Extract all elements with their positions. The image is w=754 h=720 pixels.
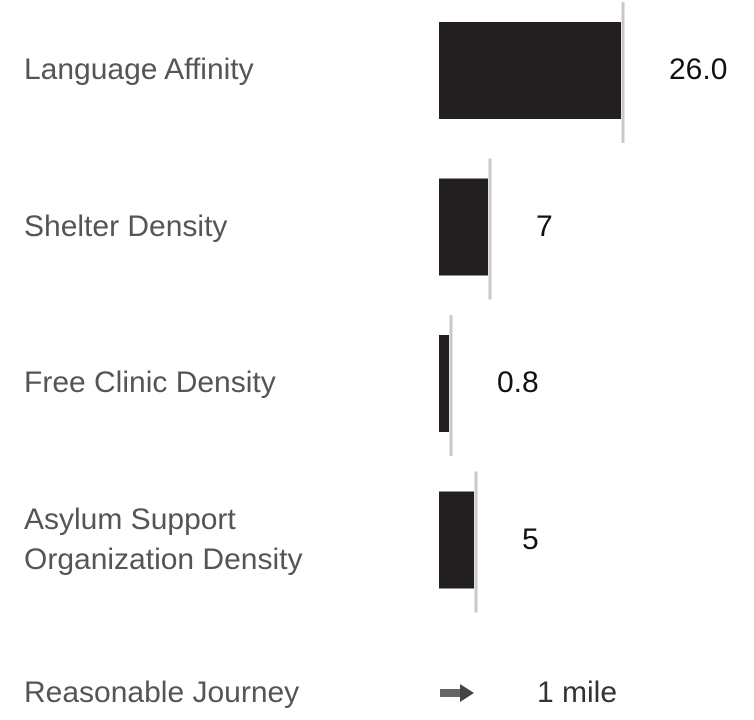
bar <box>439 335 449 432</box>
category-label: Shelter Density <box>24 209 228 243</box>
bar <box>439 22 621 119</box>
journey-arrow-head <box>460 684 474 702</box>
category-label: Asylum Support Organization Density <box>24 502 303 576</box>
footer-value: 1 mile <box>537 676 618 709</box>
bar <box>439 491 474 589</box>
bar <box>439 178 488 276</box>
category-label: Language Affinity <box>24 53 254 86</box>
value-label: 26.0 <box>669 53 728 86</box>
category-label: Free Clinic Density <box>24 366 276 399</box>
value-label: 5 <box>522 522 539 556</box>
value-label: 0.8 <box>497 366 539 399</box>
footer-label: Reasonable Journey <box>24 676 300 709</box>
value-label: 7 <box>536 209 553 243</box>
